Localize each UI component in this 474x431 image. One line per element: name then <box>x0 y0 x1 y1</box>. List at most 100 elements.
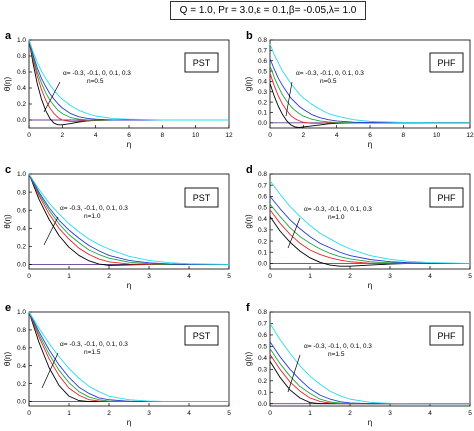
x-tick-label: 5 <box>227 273 231 280</box>
y-tick-label: 0.5 <box>258 344 267 351</box>
tag-box <box>184 52 219 73</box>
series-line-5 <box>269 43 470 124</box>
x-tick-label: 2 <box>61 132 65 139</box>
y-tick-label: 0.8 <box>17 327 26 334</box>
series-line-3 <box>28 39 229 121</box>
tag-label: PST <box>193 193 211 203</box>
y-tick-label: 0.4 <box>258 79 267 86</box>
x-tick-label: 8 <box>402 132 406 139</box>
x-tick-label: 1 <box>67 410 71 417</box>
panel-letter: b <box>246 30 253 42</box>
y-tick-label: 0.1 <box>258 110 267 117</box>
y-tick-label: 1.0 <box>17 309 26 316</box>
panel-letter: a <box>5 30 12 42</box>
x-axis-label: η <box>368 418 372 427</box>
y-tick-label: 0.4 <box>258 355 267 362</box>
x-tick-label: 5 <box>227 410 231 417</box>
y-axis-label: θ(η) <box>3 352 12 367</box>
y-tick-label: 0.6 <box>258 332 267 339</box>
y-tick-label: 0.5 <box>258 205 267 212</box>
plot-frame <box>269 311 471 407</box>
y-tick-label: 0.2 <box>17 101 26 108</box>
parameter-text: Q = 1.0, Pr = 3.0,ε = 0.1,β= -0.05,λ= 1.… <box>179 5 357 16</box>
x-axis-label: η <box>368 140 372 149</box>
x-tick-label: 6 <box>127 132 131 139</box>
x-tick-label: 2 <box>302 132 306 139</box>
x-tick-label: 1 <box>67 273 71 280</box>
y-axis-label: g(η) <box>244 214 253 229</box>
y-tick-label: 0.2 <box>17 244 26 251</box>
x-tick-label: 4 <box>94 132 98 139</box>
x-tick-label: 2 <box>348 273 352 280</box>
tag-label: PHF <box>438 58 457 68</box>
x-axis-label: η <box>127 418 131 427</box>
y-tick-label: 0.1 <box>258 389 267 396</box>
y-tick-label: 0.3 <box>258 367 267 374</box>
series-line-1 <box>269 216 470 267</box>
x-tick-label: 10 <box>433 132 441 139</box>
x-tick-label: 3 <box>147 273 151 280</box>
n-annotation: n=1.0 <box>328 214 345 221</box>
series-line-2 <box>269 72 470 124</box>
tag-box <box>429 52 464 73</box>
alpha-annotation: α= -0.3, -0.1, 0, 0.1, 0.3 <box>296 70 364 77</box>
x-tick-label: 0 <box>27 273 31 280</box>
alpha-annotation: α= -0.3, -0.1, 0, 0.1, 0.3 <box>60 205 128 212</box>
x-tick-label: 10 <box>192 132 200 139</box>
x-tick-label: 0 <box>268 132 272 139</box>
panel-c: 0 1 2 3 4 5 0.0 0.2 0.4 0.6 0.8 1.0 η θ(η) c PST α= -0.3… <box>3 164 231 290</box>
series-line-1 <box>269 361 470 405</box>
series-line-4 <box>269 341 470 405</box>
annotation-arrow <box>285 81 293 117</box>
y-tick-label: 0.0 <box>17 399 26 406</box>
y-tick-label: 0.2 <box>258 99 267 106</box>
series-line-4 <box>269 58 470 124</box>
plot-frame <box>28 173 230 270</box>
plot-frame <box>28 311 230 407</box>
series-line-5 <box>28 39 229 121</box>
y-tick-label: 0.8 <box>258 309 267 316</box>
x-tick-label: 0 <box>268 410 272 417</box>
x-tick-label: 0 <box>27 132 31 139</box>
y-tick-label: 0.6 <box>17 207 26 214</box>
x-tick-label: 4 <box>187 273 191 280</box>
panel-f: 0 1 2 3 4 5 0.0 0.1 0.2 0.3 0.4 0.5 0.6 0.7 0.8 η g(η) f P… <box>244 302 472 427</box>
y-tick-label: 0.2 <box>17 381 26 388</box>
panel-letter: e <box>5 302 11 314</box>
y-tick-label: 0.7 <box>258 48 267 55</box>
x-tick-label: 4 <box>428 410 432 417</box>
series-line-2 <box>28 39 229 123</box>
annotation-arrow <box>287 217 301 249</box>
y-tick-label: 0.4 <box>17 363 26 370</box>
series-line-4 <box>269 196 470 264</box>
x-axis-label: η <box>368 281 372 290</box>
y-tick-label: 0.0 <box>17 262 26 269</box>
alpha-annotation: α= -0.3, -0.1, 0, 0.1, 0.3 <box>60 341 128 348</box>
x-tick-label: 2 <box>348 410 352 417</box>
y-tick-label: 0.3 <box>258 227 267 234</box>
y-tick-label: 0.2 <box>258 238 267 245</box>
panel-d: 0 1 2 3 4 5 0.0 0.1 0.2 0.3 0.4 0.5 0.6 0.7 0.8 η g(η) d P… <box>244 164 472 290</box>
n-annotation: n=0.5 <box>87 78 104 85</box>
x-tick-label: 5 <box>468 410 472 417</box>
y-tick-label: 0.0 <box>258 401 267 408</box>
n-annotation: n=1.5 <box>328 351 345 358</box>
x-tick-label: 5 <box>468 273 472 280</box>
tag-box <box>184 325 219 346</box>
series-line-5 <box>269 180 471 264</box>
annotation-arrow <box>41 352 59 389</box>
x-axis-label: η <box>127 281 131 290</box>
x-tick-label: 1 <box>308 273 312 280</box>
y-tick-label: 0.6 <box>258 194 267 201</box>
y-tick-label: 0.2 <box>258 378 267 385</box>
panel-a: 0 2 4 6 8 10 12 0.0 0.2 0.4 0.6 0.8 1.0 η θ(η) a PST α= -… <box>3 30 233 149</box>
y-tick-label: 0.8 <box>258 37 267 44</box>
y-axis-label: θ(η) <box>3 77 12 92</box>
series-line-5 <box>28 173 230 265</box>
y-tick-label: 0.5 <box>258 68 267 75</box>
panel-letter: d <box>246 164 253 176</box>
panel-letter: f <box>246 302 250 314</box>
tag-box <box>184 187 219 208</box>
series-line-3 <box>269 203 470 264</box>
